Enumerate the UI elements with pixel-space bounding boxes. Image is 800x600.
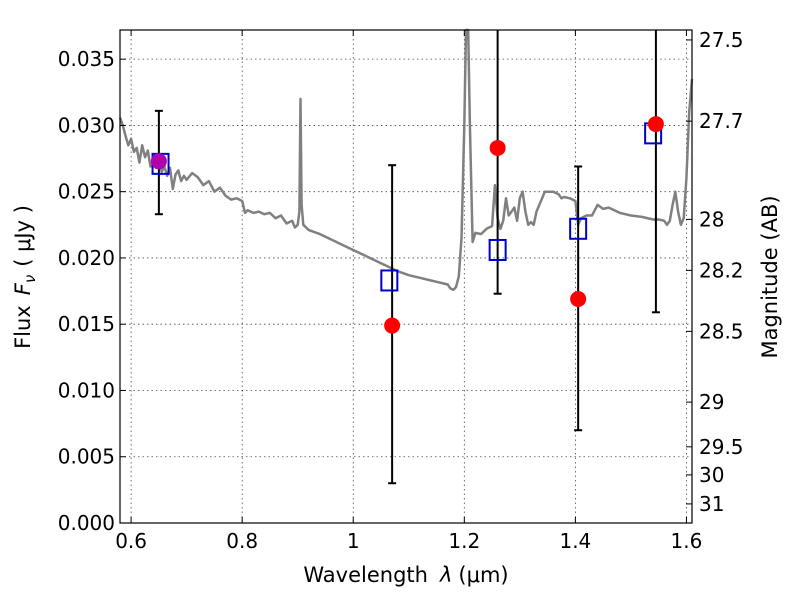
observed-flux-point — [150, 153, 167, 170]
y2-tick-label: 28.5 — [699, 319, 744, 343]
model-photometry-square — [569, 217, 588, 240]
plot-frame — [119, 29, 693, 524]
observed-flux-point — [489, 139, 506, 156]
model-photometry-square — [488, 238, 507, 261]
observed-flux-point — [570, 291, 587, 308]
y2-tick-label: 27.7 — [699, 109, 744, 133]
x-tick-label: 0.6 — [115, 529, 147, 553]
y2-tick-label: 28.2 — [699, 258, 744, 282]
model-photometry-square — [380, 269, 399, 292]
right-magnitude-axis-ticks: 27.5 27.7 28 28.2 28.5 29 29.5 30 31 — [686, 28, 744, 516]
x-tick-label: 0.8 — [226, 529, 258, 553]
y-tick-label: 0.025 — [58, 180, 115, 204]
y2-tick-label: 30 — [699, 463, 724, 487]
y2-axis-label: Magnitude (AB) — [758, 195, 782, 358]
x-tick-label: 1.4 — [559, 529, 591, 553]
y2-tick-label: 27.5 — [699, 28, 744, 52]
grid-lines — [120, 30, 692, 524]
error-bars — [154, 30, 660, 485]
model-spectrum — [118, 28, 694, 292]
x-tick-label: 1.6 — [671, 529, 703, 553]
y2-tick-label: 29.5 — [699, 435, 744, 459]
observed-flux-markers — [150, 116, 664, 334]
y-tick-label: 0.005 — [58, 445, 115, 469]
x-tick-label: 1 — [347, 529, 360, 553]
y2-tick-label: 31 — [699, 492, 724, 516]
y2-tick-label: 28 — [699, 207, 724, 231]
x-tick-label: 1.2 — [448, 529, 480, 553]
x-axis-label: Wavelength λ (μm) — [303, 563, 508, 587]
y-tick-label: 0.015 — [58, 312, 115, 336]
y-axis-label: FluxFν( μJy ) — [11, 205, 39, 349]
x-axis-ticks: 0.6 0.8 1 1.2 1.4 1.6 — [115, 30, 702, 553]
observed-flux-point — [647, 116, 664, 133]
y-tick-label: 0.020 — [58, 246, 115, 270]
y-tick-label: 0.010 — [58, 378, 115, 402]
y-tick-label: 0.030 — [58, 113, 115, 137]
y-tick-label: 0.035 — [58, 47, 115, 71]
observed-flux-point — [384, 317, 401, 334]
y-axis-ticks: 0.000 0.005 0.010 0.015 0.020 0.025 0.030 0.035 — [58, 47, 126, 535]
y2-tick-label: 29 — [699, 390, 724, 414]
y-tick-label: 0.000 — [58, 511, 115, 535]
model-spectrum-line — [118, 28, 694, 292]
model-photometry-markers — [151, 122, 663, 292]
